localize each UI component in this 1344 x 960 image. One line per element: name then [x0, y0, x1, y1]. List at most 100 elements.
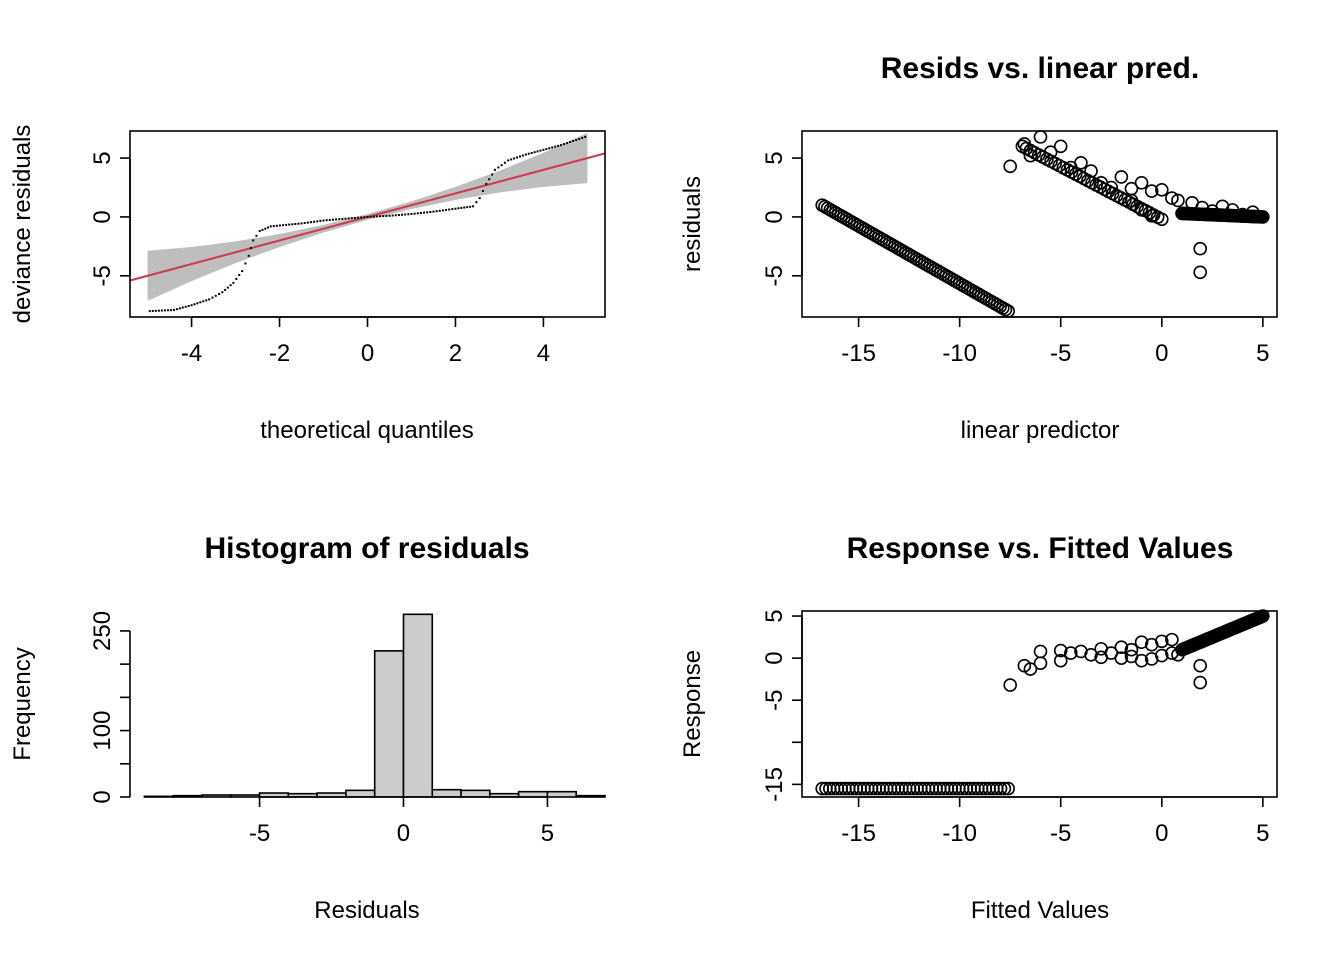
resid-lp-y-tick-label-1: 0 [761, 210, 788, 223]
resp-fit-point [1033, 656, 1048, 670]
resp-fit-point [1154, 648, 1169, 663]
hist-y-tick-label-5: 250 [89, 611, 116, 651]
hist-bar-15 [575, 794, 606, 798]
qq-point [507, 159, 510, 162]
qq-point [548, 147, 551, 150]
resp-fit-point [1084, 647, 1098, 662]
resp-fit-x-axis: -15 -10 -5 0 5 [841, 796, 1270, 847]
resp-fit-title: Response vs. Fitted Values [847, 532, 1234, 565]
qq-point [229, 284, 232, 287]
qq-point [423, 211, 426, 214]
qq-point [278, 224, 281, 227]
qq-point [363, 216, 366, 219]
qq-point [205, 299, 208, 302]
resid-lp-point [1134, 203, 1149, 217]
qq-point [252, 239, 255, 242]
histogram-title: Histogram of residuals [204, 532, 529, 565]
histogram-marks [143, 613, 606, 798]
qq-point [275, 224, 278, 227]
qq-point [569, 141, 572, 144]
qq-point [542, 148, 545, 151]
qq-point [169, 309, 172, 312]
qq-point [244, 262, 247, 265]
qq-point [172, 308, 175, 311]
qq-point [463, 206, 466, 209]
qq-point [491, 173, 494, 176]
resid-lp-point [1084, 164, 1098, 178]
qq-point [451, 208, 454, 211]
resp-fit-point [1193, 658, 1207, 673]
resp-fit-point [1165, 632, 1179, 647]
qq-point [154, 309, 157, 312]
qq-point [551, 146, 554, 149]
qq-point [350, 217, 353, 220]
qq-point [291, 223, 294, 226]
resid-lp-x-tick-label-0: -15 [841, 340, 876, 367]
qq-point [238, 274, 241, 277]
qq-point [202, 300, 205, 303]
resp-fit-y-tick-label-3: 0 [761, 651, 788, 664]
hist-bar-3 [229, 794, 261, 798]
qq-point [366, 215, 369, 218]
qq-point [266, 226, 269, 229]
resid-lp-point [1003, 159, 1017, 174]
qq-point [214, 294, 217, 297]
qq-point [575, 138, 578, 141]
hist-y-axis: 0 100 250 [89, 611, 131, 804]
resp-fit-point [1171, 647, 1185, 662]
hist-x-tick-label-2: 5 [541, 820, 554, 847]
qq-point [413, 212, 416, 215]
qq-point [530, 151, 533, 154]
resp-fit-point [1064, 646, 1078, 660]
qq-y-tick-label-0: -5 [89, 265, 116, 286]
qq-point [527, 152, 530, 155]
resid-lp-point [1235, 207, 1250, 222]
resp-fit-x-tick-label-2: -5 [1050, 820, 1071, 847]
qq-x-tick-label-0: -4 [181, 340, 202, 367]
qq-point [533, 151, 536, 154]
qq-point [497, 166, 500, 169]
qq-point [224, 288, 227, 291]
qq-point [218, 293, 221, 296]
hist-y-tick-label-0: 0 [89, 790, 116, 803]
qq-point [338, 218, 341, 221]
qq-point [578, 137, 581, 140]
qq-point [241, 270, 244, 273]
qq-point [357, 216, 360, 219]
resp-fit-point [997, 781, 1012, 796]
qq-point [264, 227, 267, 230]
qq-point [319, 219, 322, 222]
qq-point [379, 215, 382, 218]
qq-point [521, 154, 524, 157]
qq-point [460, 206, 463, 209]
resid-lp-x-axis-label: linear predictor [961, 417, 1120, 444]
resid-vs-linear-pred-panel: -15 -10 -5 0 5 -505 Resids vs. linear pred. … [679, 52, 1278, 444]
qq-point [148, 310, 151, 313]
resp-fit-y-tick-label-2: -5 [761, 690, 788, 711]
qq-point [429, 210, 432, 213]
qq-point [221, 291, 224, 294]
qq-point [331, 218, 334, 221]
resp-fit-x-tick-label-0: -15 [841, 820, 876, 847]
qq-point [261, 228, 264, 231]
qq-x-axis-label: theoretical quantiles [260, 417, 473, 444]
qq-point [184, 305, 187, 308]
qq-point [375, 215, 378, 218]
qq-point [407, 213, 410, 216]
qq-point [309, 221, 312, 224]
qq-point [353, 216, 356, 219]
resid-lp-point [1053, 139, 1068, 154]
qq-point [438, 209, 441, 212]
qq-point [584, 135, 587, 138]
resp-fit-point [1003, 678, 1017, 692]
qq-point [466, 206, 469, 209]
qq-point [581, 136, 584, 139]
qq-point [294, 223, 297, 225]
resid-lp-point [1193, 265, 1207, 280]
qq-point [313, 220, 316, 223]
qq-point [457, 207, 460, 210]
qq-point [341, 217, 344, 220]
qq-point [426, 211, 429, 214]
qq-point [151, 309, 154, 312]
qq-point [360, 216, 363, 219]
